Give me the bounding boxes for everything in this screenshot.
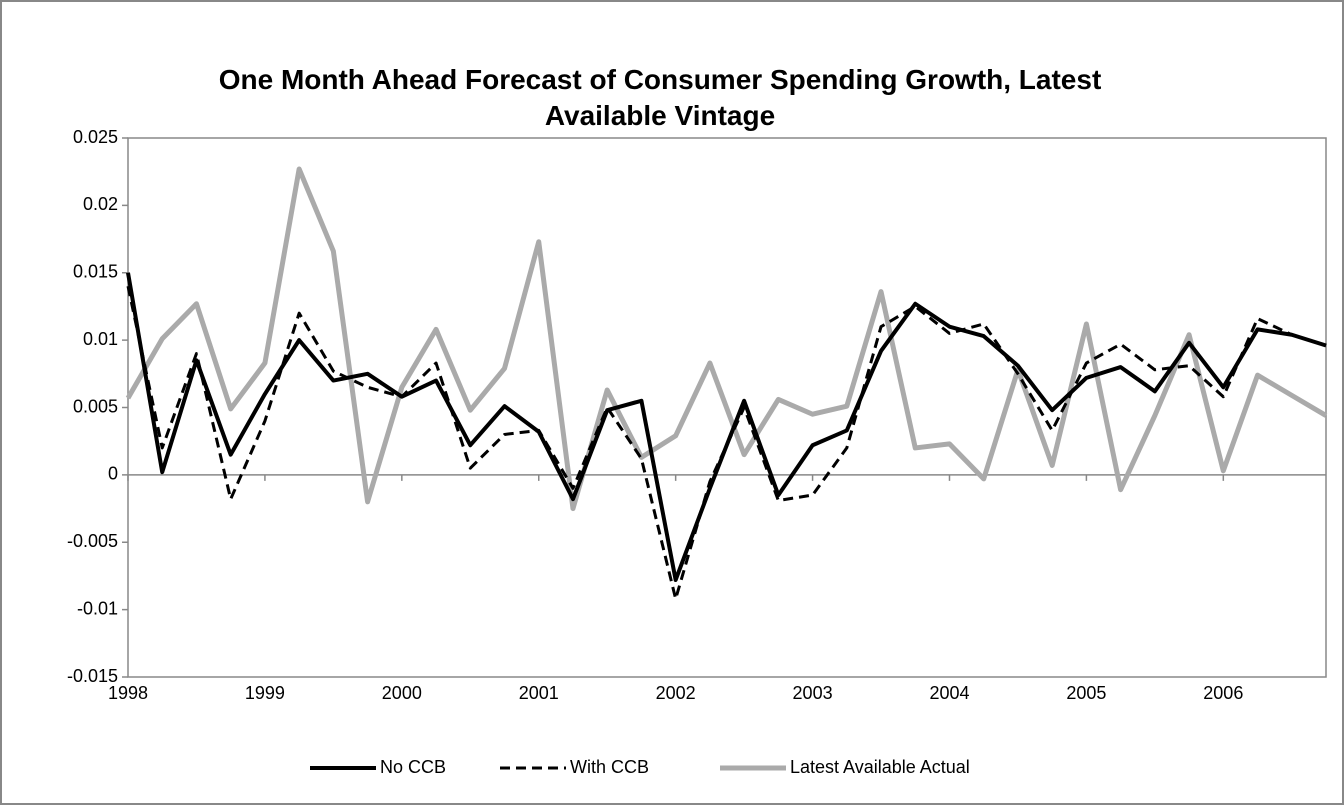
title-line: One Month Ahead Forecast of Consumer Spe… [219,64,1102,95]
x-tick-label: 2006 [1203,683,1243,703]
y-tick-label: 0.025 [73,127,118,147]
x-tick-label: 2004 [929,683,969,703]
x-tick-label: 2000 [382,683,422,703]
y-tick-label: 0.005 [73,396,118,416]
y-tick-label: 0.02 [83,194,118,214]
y-tick-label: -0.01 [77,598,118,618]
y-tick-label: 0.015 [73,262,118,282]
x-tick-label: 2002 [656,683,696,703]
y-tick-label: 0.01 [83,329,118,349]
legend-label: Latest Available Actual [790,757,970,777]
series-line [125,166,1328,512]
y-tick-label: -0.005 [67,531,118,551]
x-tick-label: 1998 [108,683,148,703]
chart-title: One Month Ahead Forecast of Consumer Spe… [219,64,1102,131]
title-line: Available Vintage [545,100,775,131]
series-line [126,272,1327,582]
y-tick-label: -0.015 [67,666,118,686]
x-tick-label: 2005 [1066,683,1106,703]
x-tick-label: 1999 [245,683,285,703]
legend-label: No CCB [380,757,446,777]
x-tick-label: 2003 [793,683,833,703]
series-line [126,285,1327,601]
y-tick-label: 0 [108,464,118,484]
legend-label: With CCB [570,757,649,777]
x-tick-label: 2001 [519,683,559,703]
